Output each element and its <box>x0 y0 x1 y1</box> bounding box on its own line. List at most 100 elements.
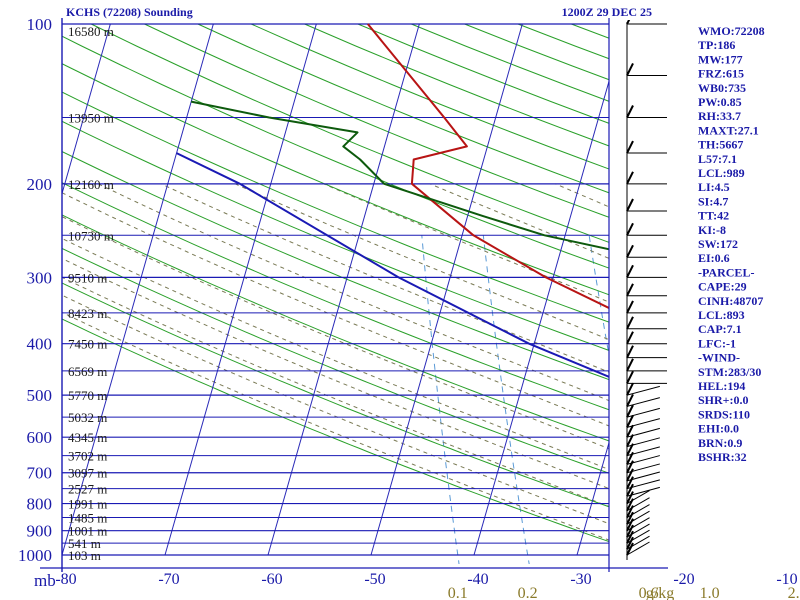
stability-index-line: CAP:7.1 <box>698 322 742 336</box>
wind-barb-flag <box>626 468 634 482</box>
wind-barb-flag <box>626 443 634 457</box>
stability-index-line: WMO:72208 <box>698 24 765 38</box>
dewpoint-profile-line <box>191 100 609 251</box>
pressure-tick-label: 600 <box>27 428 53 447</box>
mixing-ratio-tick-label: 0.2 <box>518 585 538 600</box>
stability-index-line: MW:177 <box>698 52 743 66</box>
height-label: 12160 m <box>68 177 114 192</box>
temperature-tick-label: -70 <box>158 571 179 588</box>
height-label: 13950 m <box>68 111 114 126</box>
height-label: 1991 m <box>68 497 107 512</box>
stability-index-line: EHI:0.0 <box>698 422 739 436</box>
mixing-ratio-tick-label: 2.0 <box>788 585 800 600</box>
stability-index-line: WB0:735 <box>698 81 746 95</box>
height-label: 3097 m <box>68 466 107 481</box>
wind-barb-flag <box>626 393 634 407</box>
wind-barb-flag <box>626 244 634 258</box>
wind-barb-flag <box>626 331 634 345</box>
stability-index-line: KI:-8 <box>698 223 726 237</box>
moist-adiabat-line <box>62 257 609 490</box>
dry-adiabat-line <box>62 214 609 442</box>
stability-index-line: LCL:989 <box>698 166 745 180</box>
moist-adiabat-line <box>160 183 609 373</box>
isotherm-line <box>0 24 7 555</box>
wind-barb-flag <box>626 451 634 465</box>
moist-adiabat-line <box>62 294 609 525</box>
stability-index-line: CINH:48707 <box>698 294 763 308</box>
stability-index-line: TP:186 <box>698 38 735 52</box>
stability-index-line: TH:5667 <box>698 138 743 152</box>
height-label: 1485 m <box>68 511 107 526</box>
wind-barb-flag <box>626 283 634 297</box>
stability-index-line: MAXT:27.1 <box>698 123 759 137</box>
temperature-tick-label: -10 <box>776 571 797 588</box>
dry-adiabat-line <box>62 282 609 508</box>
pressure-tick-label: 300 <box>27 268 53 287</box>
pressure-unit-label: mb <box>34 571 56 590</box>
moist-adiabat-line <box>555 183 609 208</box>
pressure-tick-label: 400 <box>27 335 53 354</box>
wind-barb-flag <box>626 424 634 438</box>
stability-index-line: SI:4.7 <box>698 194 728 208</box>
pressure-tick-label: 900 <box>27 522 53 541</box>
wind-barb-flag <box>626 370 634 384</box>
pressure-tick-label: 1000 <box>18 546 52 565</box>
wind-barb-flag <box>626 404 634 418</box>
stability-index-line: L57:7.1 <box>698 152 737 166</box>
wind-barb-flag <box>626 498 634 512</box>
height-label: 6569 m <box>68 364 107 379</box>
wind-barb-flag <box>626 434 634 448</box>
wind-barb-flag <box>626 171 634 185</box>
stability-index-line: BRN:0.9 <box>698 436 742 450</box>
wind-barb-flag <box>626 63 634 76</box>
wind-barb-flag <box>626 382 634 396</box>
stability-index-line: LFC:-1 <box>698 336 736 350</box>
mixing-ratio-line <box>588 235 609 358</box>
stability-index-line: SW:172 <box>698 237 738 251</box>
stability-index-line: CAPE:29 <box>698 280 747 294</box>
pressure-tick-label: 800 <box>27 495 53 514</box>
stability-index-line: BSHR:32 <box>698 450 747 464</box>
stability-index-line: HEL:194 <box>698 379 745 393</box>
wind-barb-flag <box>626 358 634 372</box>
height-label: 5032 m <box>68 410 107 425</box>
isotherm-line <box>783 24 800 555</box>
wind-barb-flag <box>626 524 634 538</box>
dry-adiabat-line <box>62 120 609 351</box>
wind-barb-flag <box>626 20 631 25</box>
stability-index-line: -WIND- <box>698 351 740 365</box>
mixing-ratio-tick-label: 0.1 <box>448 585 468 600</box>
isotherm-line <box>473 79 609 556</box>
mixing-ratio-line <box>421 235 460 564</box>
wind-barb-flag <box>626 345 634 359</box>
dry-adiabat-line <box>62 91 609 323</box>
isotherm-line <box>576 440 609 556</box>
pressure-tick-label: 200 <box>27 175 53 194</box>
height-label: 5770 m <box>68 388 107 403</box>
height-label: 8423 m <box>68 306 107 321</box>
dry-adiabat-line <box>62 182 609 411</box>
dry-adiabat-line <box>785 24 800 566</box>
temperature-tick-label: -20 <box>673 571 694 588</box>
isotherm-line <box>370 23 523 556</box>
height-label: 2527 m <box>68 482 107 497</box>
height-label: 16580 m <box>68 24 114 39</box>
height-label: 9510 m <box>68 270 107 285</box>
height-label: 10730 m <box>68 228 114 243</box>
wind-barb <box>626 385 660 396</box>
wind-barb-flag <box>626 483 634 497</box>
wind-barb-flag <box>626 414 634 428</box>
wind-barb-flag <box>626 491 634 504</box>
stability-index-line: EI:0.6 <box>698 251 730 265</box>
stability-index-line: STM:283/30 <box>698 365 761 379</box>
wind-barb-flag <box>626 505 634 518</box>
height-label: 1001 m <box>68 524 107 539</box>
stability-index-line: -PARCEL- <box>698 265 754 279</box>
dry-adiabat-line <box>62 318 609 543</box>
height-label: 3702 m <box>68 449 107 464</box>
isotherm-line <box>267 23 420 556</box>
stability-index-line: SHR+:0.0 <box>698 393 749 407</box>
moist-adiabat-line <box>97 183 609 402</box>
parcel-profile-line <box>176 152 609 378</box>
